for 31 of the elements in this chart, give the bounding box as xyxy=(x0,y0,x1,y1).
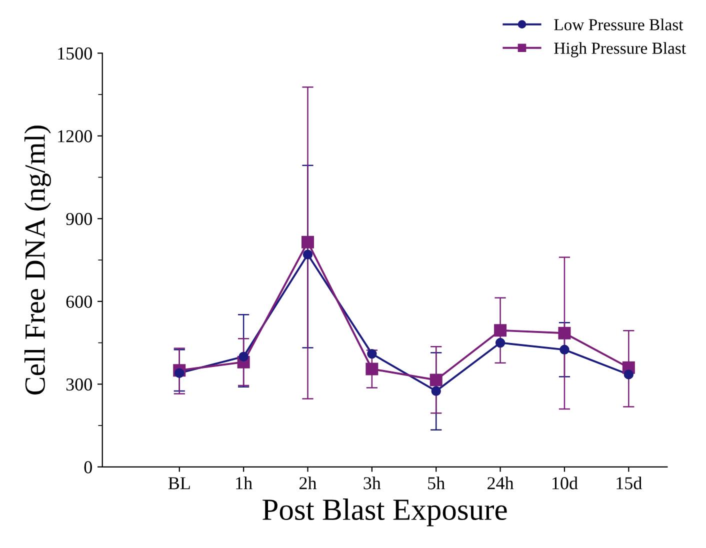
y-tick-label: 600 xyxy=(66,296,92,308)
point xyxy=(174,368,184,378)
point xyxy=(558,326,571,340)
x-tick-label: 24h xyxy=(488,476,514,490)
point xyxy=(238,352,248,362)
y-tick-label: 1500 xyxy=(58,47,92,60)
x-tick-label: 3h xyxy=(364,476,381,490)
point xyxy=(367,348,377,359)
x-tick-label: BL xyxy=(168,477,190,490)
point xyxy=(302,250,313,260)
point xyxy=(366,362,378,376)
y-tick-label: 900 xyxy=(66,212,92,226)
legend-label: High Pressure Blast xyxy=(554,42,686,58)
x-tick-label: 2h xyxy=(300,476,317,490)
point xyxy=(624,370,634,380)
x-tick-label: 1h xyxy=(236,476,252,490)
point xyxy=(430,374,442,386)
point xyxy=(302,236,314,248)
point xyxy=(495,338,506,348)
y-tick-label: 0 xyxy=(84,461,92,474)
point xyxy=(560,344,570,355)
x-tick-label: 15d xyxy=(616,476,642,490)
point xyxy=(431,386,441,396)
y-tick-label: 300 xyxy=(66,378,92,391)
legend-label: Low Pressure Blast xyxy=(554,18,684,30)
x-tick-label: 10d xyxy=(552,476,578,490)
x-axis-title: Post Blast Exposure xyxy=(262,498,507,526)
y-axis-title: Cell Free DNA (ng/ml) xyxy=(24,126,51,395)
x-tick-label: 5h xyxy=(428,476,445,490)
point xyxy=(494,324,507,337)
y-tick-label: 1200 xyxy=(58,130,92,142)
